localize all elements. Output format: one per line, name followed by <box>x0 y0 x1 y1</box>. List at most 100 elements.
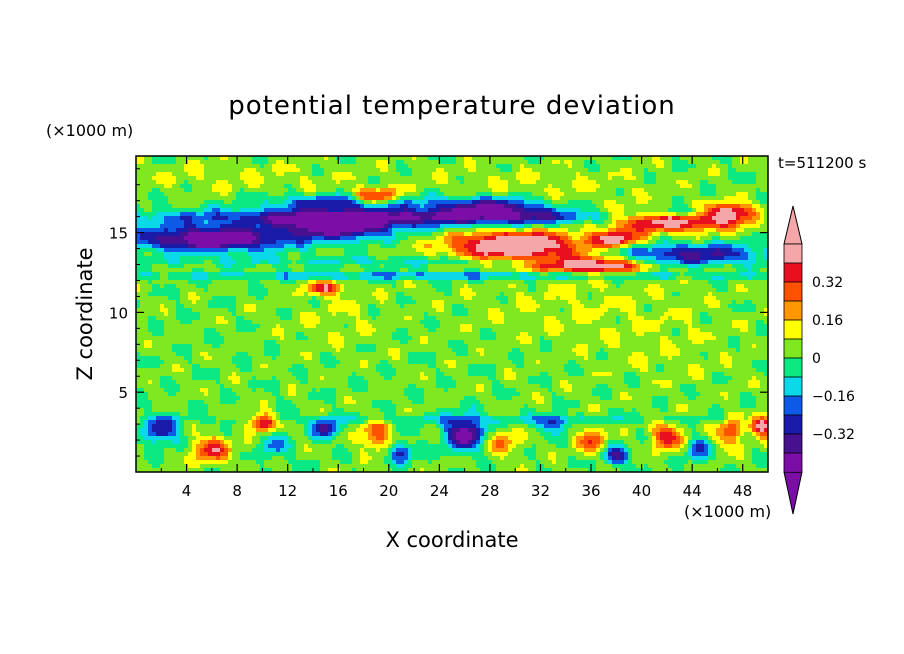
field-cell <box>512 264 517 269</box>
field-cell <box>452 204 457 209</box>
field-cell <box>576 260 581 265</box>
field-cell <box>568 216 573 221</box>
field-cell <box>484 220 489 225</box>
field-cell <box>644 196 649 201</box>
field-cell <box>180 196 185 201</box>
field-cell <box>228 172 233 177</box>
field-cell <box>752 268 757 273</box>
field-cell <box>304 180 309 185</box>
field-cell <box>552 156 557 161</box>
field-cell <box>344 216 349 221</box>
field-cell <box>704 180 709 185</box>
field-cell <box>300 264 305 269</box>
field-cell <box>496 232 501 237</box>
field-cell <box>596 180 601 185</box>
field-cell <box>668 276 673 281</box>
field-cell <box>428 224 433 229</box>
field-cell <box>584 176 589 181</box>
field-cell <box>684 248 689 253</box>
field-cell <box>636 200 641 205</box>
field-cell <box>504 176 509 181</box>
field-cell <box>380 188 385 193</box>
field-cell <box>380 264 385 269</box>
field-cell <box>644 252 649 257</box>
field-cell <box>764 256 768 261</box>
field-cell <box>208 224 213 229</box>
field-cell <box>200 228 205 233</box>
field-cell <box>452 280 457 285</box>
field-cell <box>516 236 521 241</box>
field-cell <box>588 260 593 265</box>
field-cell <box>432 244 437 249</box>
field-cell <box>752 180 757 185</box>
field-cell <box>284 160 289 165</box>
field-cell <box>316 192 321 197</box>
field-cell <box>516 272 521 277</box>
field-cell <box>612 244 617 249</box>
field-cell <box>460 244 465 249</box>
field-cell <box>436 280 441 285</box>
field-cell <box>244 224 249 229</box>
field-cell <box>624 236 629 241</box>
field-cell <box>332 224 337 229</box>
field-cell <box>756 168 761 173</box>
field-cell <box>524 184 529 189</box>
field-cell <box>524 248 529 253</box>
field-cell <box>408 180 413 185</box>
field-cell <box>268 232 273 237</box>
field-cell <box>272 184 277 189</box>
field-cell <box>176 212 181 217</box>
field-cell <box>756 224 761 229</box>
field-cell <box>136 184 141 189</box>
field-cell <box>696 240 701 245</box>
field-cell <box>436 260 441 265</box>
field-cell <box>756 248 761 253</box>
field-cell <box>248 204 253 209</box>
field-cell <box>224 172 229 177</box>
field-cell <box>288 272 293 277</box>
field-cell <box>668 248 673 253</box>
field-cell <box>440 240 445 245</box>
field-cell <box>228 276 233 281</box>
field-cell <box>392 228 397 233</box>
field-cell <box>480 172 485 177</box>
field-cell <box>676 164 681 169</box>
field-cell <box>516 240 521 245</box>
field-cell <box>440 196 445 201</box>
field-cell <box>420 156 425 161</box>
field-cell <box>460 180 465 185</box>
field-cell <box>200 272 205 277</box>
field-cell <box>532 184 537 189</box>
field-cell <box>672 156 677 161</box>
field-cell <box>408 172 413 177</box>
field-cell <box>332 240 337 245</box>
field-cell <box>232 260 237 265</box>
field-cell <box>168 216 173 221</box>
field-cell <box>352 172 357 177</box>
field-cell <box>168 252 173 257</box>
field-cell <box>756 156 761 161</box>
field-cell <box>244 212 249 217</box>
field-cell <box>660 188 665 193</box>
field-cell <box>684 240 689 245</box>
field-cell <box>164 204 169 209</box>
field-cell <box>156 164 161 169</box>
field-cell <box>664 184 669 189</box>
field-cell <box>704 264 709 269</box>
field-cell <box>592 184 597 189</box>
field-cell <box>152 168 157 173</box>
field-cell <box>612 240 617 245</box>
field-cell <box>572 156 577 161</box>
field-cell <box>404 256 409 261</box>
field-cell <box>744 192 749 197</box>
field-cell <box>328 256 333 261</box>
field-cell <box>168 236 173 241</box>
field-cell <box>340 208 345 213</box>
field-cell <box>536 276 541 281</box>
field-cell <box>372 212 377 217</box>
field-cell <box>168 256 173 261</box>
field-cell <box>252 236 257 241</box>
field-cell <box>660 220 665 225</box>
field-cell <box>332 164 337 169</box>
field-cell <box>436 228 441 233</box>
